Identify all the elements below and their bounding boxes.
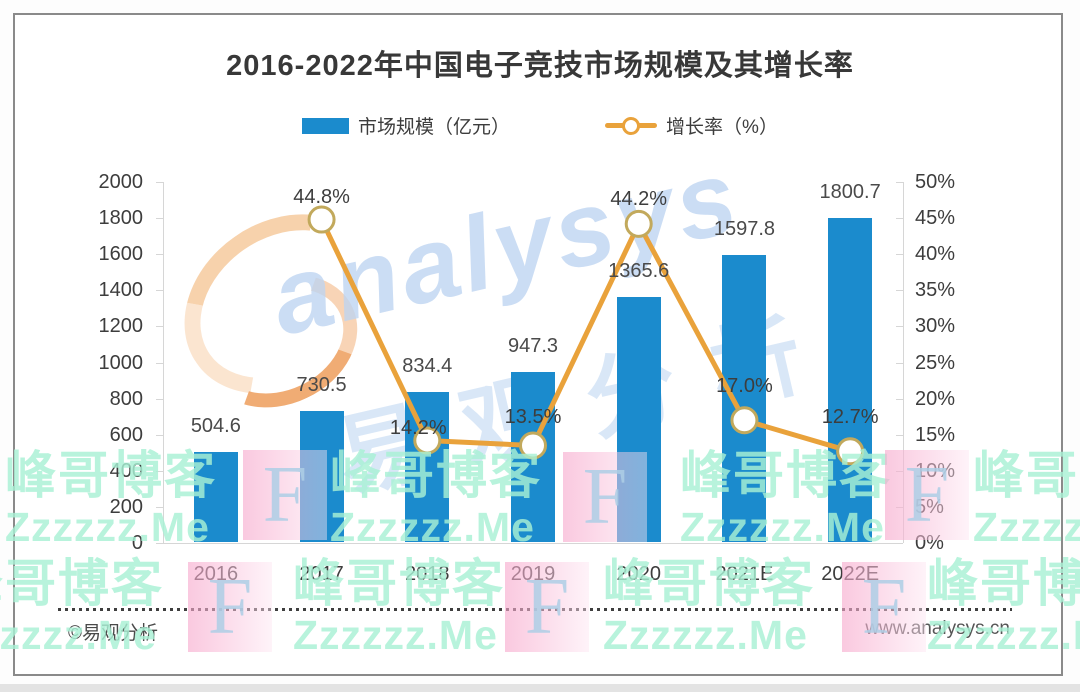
y-axis-tick-label: 600	[109, 423, 143, 446]
bar-2021E	[722, 254, 767, 542]
y-axis-tick	[156, 543, 163, 544]
line-marker-swatch	[622, 116, 641, 135]
bar-2019	[511, 372, 555, 542]
y-axis-tick	[156, 254, 163, 256]
bar-value-label-2022E: 1800.7	[819, 180, 881, 203]
right-axis-tick	[896, 218, 903, 220]
right-axis-tick-label: 15%	[915, 423, 956, 446]
bar-2022E	[828, 217, 873, 542]
y-axis-tick-label: 0	[131, 532, 143, 554]
y-axis-tick	[156, 326, 163, 328]
x-axis-label-2020: 2020	[616, 563, 661, 585]
y-axis-tick-label: 2000	[98, 171, 144, 193]
right-axis-tick	[896, 543, 903, 544]
right-axis-tick	[896, 470, 903, 472]
y-axis-tick	[156, 218, 163, 220]
growth-value-label-2017: 44.8%	[293, 185, 350, 208]
right-axis-tick	[896, 290, 903, 292]
bar-value-label-2021E: 1597.8	[713, 217, 775, 240]
website-url: www.analysys.cn	[865, 618, 1010, 639]
growth-value-label-2022E: 12.7%	[821, 406, 879, 429]
legend-item-growth-rate: 增长率（%）	[605, 112, 778, 139]
y-axis-tick-label: 800	[109, 387, 143, 410]
y-axis-tick-label: 1800	[98, 207, 144, 230]
right-axis-tick	[896, 182, 903, 183]
bar-2016	[193, 451, 238, 542]
legend-item-market-size: 市场规模（亿元）	[302, 112, 510, 139]
right-axis-tick	[896, 506, 903, 508]
left-axis-line	[163, 182, 164, 543]
y-axis-tick	[156, 506, 163, 508]
legend-label-market-size: 市场规模（亿元）	[358, 117, 511, 138]
bar-2017	[299, 411, 344, 542]
bar-value-label-2018: 834.4	[402, 355, 453, 378]
growth-value-label-2020: 44.2%	[610, 187, 668, 210]
y-axis-tick	[156, 434, 163, 436]
x-axis-line	[163, 543, 903, 544]
bar-2018	[405, 392, 450, 542]
y-axis-tick	[156, 362, 163, 364]
bar-2020	[616, 296, 661, 542]
y-axis-tick	[156, 398, 163, 400]
right-axis-tick-label: 5%	[915, 495, 944, 518]
right-axis-tick	[896, 362, 903, 364]
y-axis-tick-label: 1400	[98, 279, 144, 302]
separator-line	[58, 608, 1012, 611]
right-axis-tick-label: 45%	[915, 207, 956, 230]
bar-value-label-2019: 947.3	[507, 335, 559, 357]
y-axis-tick-label: 1600	[98, 243, 144, 266]
right-axis-tick-label: 30%	[915, 315, 956, 338]
x-axis-label-2021E: 2021E	[715, 563, 774, 585]
right-axis-tick-label: 25%	[915, 351, 956, 374]
right-axis-tick	[896, 434, 903, 436]
line-series-swatch	[605, 116, 658, 135]
y-axis-tick-label: 200	[109, 495, 143, 518]
right-axis-tick-label: 40%	[915, 243, 956, 266]
y-axis-tick	[156, 182, 163, 183]
right-axis-tick-label: 0%	[915, 532, 944, 554]
y-axis-tick	[156, 470, 163, 472]
growth-value-label-2019: 13.5%	[504, 405, 562, 428]
y-axis-tick-label: 1000	[98, 351, 144, 374]
legend-label-growth-rate: 增长率（%）	[666, 117, 778, 138]
x-axis-label-2017: 2017	[299, 563, 344, 585]
page-bottom-strip	[0, 684, 1080, 692]
source-attribution: ©易观分析	[68, 623, 158, 644]
right-axis-line	[903, 182, 904, 543]
chart-title: 2016-2022年中国电子竞技市场规模及其增长率	[226, 50, 854, 82]
right-axis-tick	[896, 398, 903, 400]
right-axis-tick	[896, 326, 903, 328]
bar-series-swatch	[302, 117, 350, 134]
right-axis-tick-label: 10%	[915, 459, 956, 482]
bar-value-label-2020: 1365.6	[608, 259, 670, 282]
right-axis-tick-label: 20%	[915, 387, 956, 410]
y-axis-tick-label: 1200	[98, 315, 144, 338]
right-axis-tick-label: 50%	[915, 171, 956, 193]
y-axis-tick	[156, 290, 163, 292]
legend: 市场规模（亿元） 增长率（%）	[0, 112, 1080, 139]
x-axis-label-2022E: 2022E	[821, 563, 880, 585]
x-axis-label-2018: 2018	[405, 563, 450, 585]
growth-value-label-2021E: 17.0%	[716, 375, 773, 398]
bar-value-label-2016: 504.6	[190, 414, 241, 437]
right-axis-tick-label: 35%	[915, 279, 956, 302]
y-axis-tick-label: 400	[109, 459, 143, 482]
right-axis-tick	[896, 254, 903, 256]
